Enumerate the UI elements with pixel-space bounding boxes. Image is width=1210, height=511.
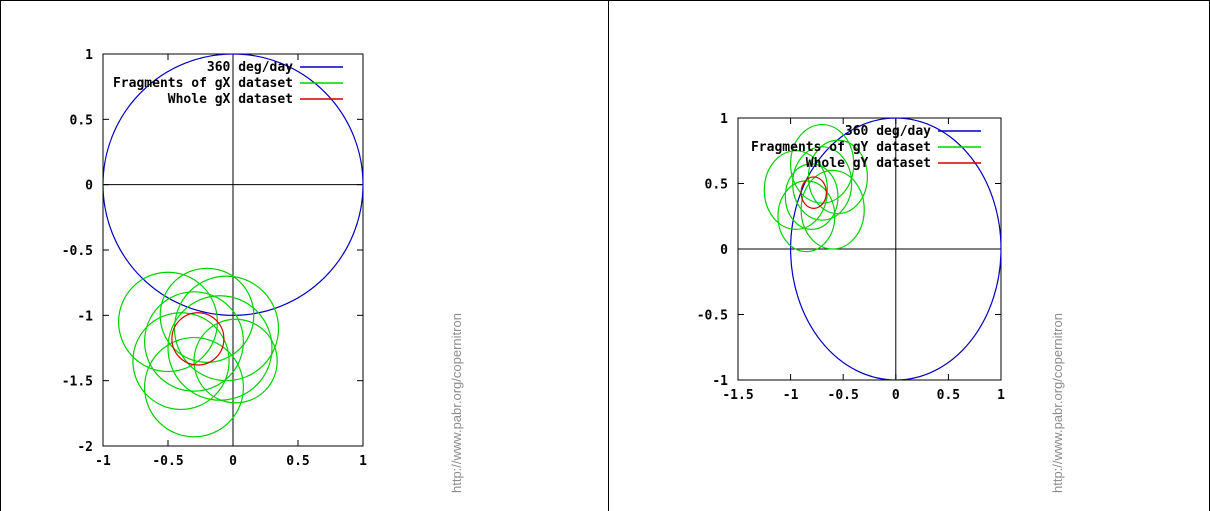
series-fragment-circle (763, 150, 829, 230)
series-fragment-circle (144, 336, 245, 438)
watermark-text: http://www.pabr.org/copernitron (449, 313, 464, 493)
y-tick-label: -2 (77, 440, 93, 455)
series-group (103, 54, 363, 438)
series-reference-circle (790, 118, 1001, 380)
y-tick-label: -1 (77, 309, 93, 324)
series-fragment-circle (193, 318, 278, 404)
x-tick-label: -1 (95, 454, 111, 469)
y-tick-label: -1 (712, 374, 728, 389)
legend-label: 360 deg/day (207, 60, 293, 75)
x-tick-label: -1.5 (722, 388, 753, 403)
series-fragment-circle (144, 291, 245, 392)
x-tick-label: 1 (997, 388, 1005, 403)
x-tick-label: 0 (892, 388, 900, 403)
legend-label: Fragments of gX dataset (113, 76, 293, 91)
panel-divider (608, 0, 609, 511)
series-fragment-circle (790, 123, 855, 204)
y-tick-label: 0.5 (70, 113, 93, 128)
legend-label: Whole gY dataset (806, 156, 931, 171)
y-tick-label: -1.5 (62, 375, 93, 390)
series-group (763, 118, 1001, 380)
series-fragment-circle (792, 146, 853, 221)
x-tick-label: -0.5 (152, 454, 183, 469)
series-reference-circle (103, 54, 363, 316)
y-tick-label: -0.5 (697, 309, 728, 324)
series-whole-dataset-circle (171, 312, 225, 366)
legend-label: Whole gX dataset (168, 92, 293, 107)
series-whole-dataset-circle (800, 176, 827, 209)
legend-label: 360 deg/day (845, 124, 931, 139)
x-tick-label: 0.5 (286, 454, 309, 469)
series-fragment-circle (159, 267, 255, 363)
chart-panel-gy: -1.5 -1 -0.5 0 0.5 1 1 0.5 0 -0.5 -1 360 deg/day Fra… (609, 0, 1209, 511)
series-fragment-circle (807, 139, 868, 215)
series-fragment-circle (167, 295, 273, 401)
y-tick-label: 1 (85, 48, 93, 63)
x-tick-label: -1 (783, 388, 799, 403)
x-tick-label: -0.5 (828, 388, 859, 403)
frame-left-border (0, 0, 1, 511)
chart-gx: -1 -0.5 0 0.5 1 1 0.5 0 -0.5 -1 -1.5 -2 360 deg/dayF… (62, 48, 367, 469)
chart-panel-gx: -1 -0.5 0 0.5 1 1 0.5 0 -0.5 -1 -1.5 -2 360 deg/day F… (0, 0, 600, 511)
watermark-text: http://www.pabr.org/copernitron (1050, 313, 1065, 493)
y-tick-label: 0 (720, 243, 728, 258)
series-fragment-circle (132, 312, 230, 411)
x-tick-label: 1 (359, 454, 367, 469)
x-tick-label: 0.5 (937, 388, 960, 403)
series-fragment-circle (117, 271, 219, 373)
series-fragment-circle (800, 169, 865, 250)
frame-top-border (0, 0, 1210, 1)
x-tick-label: 0 (229, 454, 237, 469)
y-tick-label: 1 (720, 112, 728, 127)
y-tick-label: 0.5 (705, 178, 728, 193)
y-tick-label: 0 (85, 179, 93, 194)
y-tick-label: -0.5 (62, 244, 93, 259)
legend-label: Fragments of gY dataset (751, 140, 931, 155)
series-fragment-circle (784, 163, 839, 230)
